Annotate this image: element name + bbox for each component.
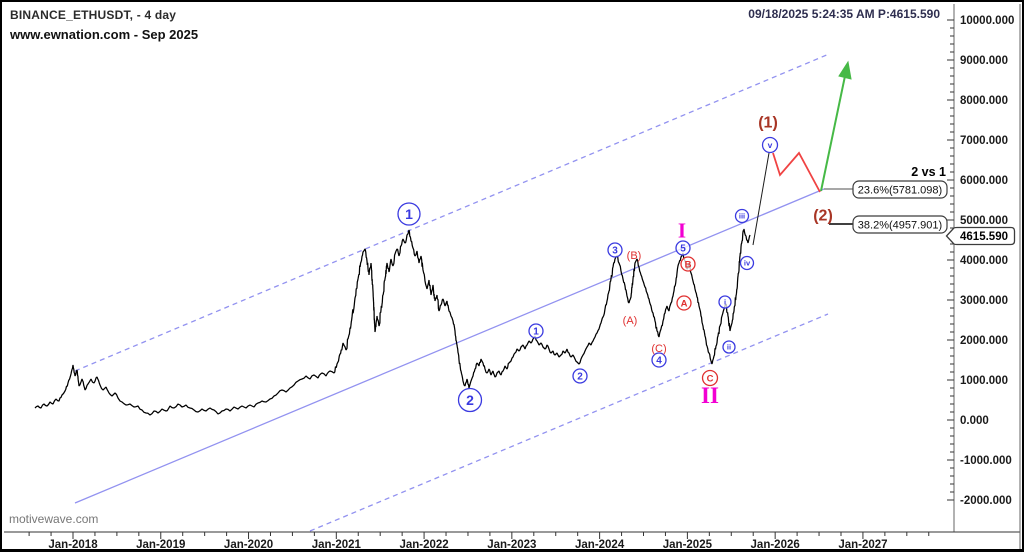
current-price-badge xyxy=(945,226,1016,246)
wave-primary-2-label: 2 xyxy=(577,372,583,383)
wave-circ-A[interactable] xyxy=(676,295,692,311)
price-axis-label: 10000.000 xyxy=(960,15,1014,27)
wave-circ-C[interactable] xyxy=(701,369,719,387)
price-axis-label: 2000.000 xyxy=(960,335,1008,347)
channel-upper-dashed[interactable] xyxy=(74,53,830,372)
wave-primary-proj-2[interactable]: (2) xyxy=(813,208,833,225)
wave-minute-v[interactable] xyxy=(761,136,779,154)
wave-minor-A[interactable]: (A) xyxy=(623,315,638,327)
wave-intermediate-I[interactable]: I xyxy=(678,218,686,242)
wave-intermediate-II[interactable]: II xyxy=(701,383,719,408)
price-axis-label: 3000.000 xyxy=(960,295,1008,307)
wave-circ-B-label: B xyxy=(685,259,692,270)
time-axis-label: Jan-2027 xyxy=(838,539,887,551)
wave-primary-2[interactable] xyxy=(572,368,588,384)
wave-circ-A-label: A xyxy=(681,298,688,309)
price-axis-label: 8000.000 xyxy=(960,95,1008,107)
ratio-label[interactable]: 2 vs 1 xyxy=(911,165,946,179)
wave-cycle-2[interactable] xyxy=(457,387,483,413)
time-axis[interactable]: Jan-2018 Jan-2019 Jan-2020 Jan-2021 Jan-2022… xyxy=(28,532,930,551)
time-axis-label: Jan-2019 xyxy=(136,539,185,551)
time-axis-label: Jan-2018 xyxy=(48,539,98,551)
corrective-zigzag-projection[interactable] xyxy=(772,151,821,193)
channel-mid-solid[interactable] xyxy=(74,188,825,504)
channel-lower-dashed[interactable] xyxy=(309,313,829,532)
time-axis-label: Jan-2024 xyxy=(575,539,625,551)
wave-minute-iii[interactable] xyxy=(734,208,750,224)
wave-primary-3[interactable] xyxy=(607,242,623,258)
wave-minor-B[interactable]: (B) xyxy=(627,250,642,262)
wave-circ-C-label: C xyxy=(707,373,714,384)
wave-primary-5[interactable] xyxy=(675,240,691,256)
fib-level-label: 23.6%(5781.098) xyxy=(858,185,942,197)
wave-v-projection-line[interactable] xyxy=(752,152,770,246)
wave-circ-B[interactable] xyxy=(680,256,696,272)
wave-cycle-2-label: 2 xyxy=(466,392,474,408)
price-axis[interactable]: 10000.000 9000.000 8000.000 7000.000 6000.00… xyxy=(947,15,1014,507)
wave-minute-i[interactable] xyxy=(718,295,732,309)
price-axis-label: 6000.000 xyxy=(960,175,1008,187)
fib-level-label: 38.2%(4957.901) xyxy=(858,220,942,232)
site-subtitle: www.ewnation.com - Sep 2025 xyxy=(10,27,199,42)
price-axis-label: -1000.000 xyxy=(960,455,1012,467)
fib-level-box[interactable] xyxy=(852,180,948,199)
time-axis-label: Jan-2025 xyxy=(663,539,713,551)
price-axis-label: 5000.000 xyxy=(960,215,1008,227)
price-axis-label: 4000.000 xyxy=(960,255,1008,267)
price-line xyxy=(34,228,751,416)
wave-primary-4-label: 4 xyxy=(656,356,662,367)
wave-minute-iv[interactable] xyxy=(739,255,755,271)
symbol-title: BINANCE_ETHUSDT, - 4 day xyxy=(10,8,177,22)
time-axis-label: Jan-2020 xyxy=(224,539,273,551)
motivewave-watermark: motivewave.com xyxy=(9,512,99,526)
timestamp-price-readout: 09/18/2025 5:24:35 AM P:4615.590 xyxy=(748,7,940,21)
wave-minute-ii[interactable] xyxy=(722,340,736,354)
wave-primary-5-label: 5 xyxy=(680,244,686,255)
wave-minute-iv-label: iv xyxy=(744,259,751,268)
price-axis-label: -2000.000 xyxy=(960,495,1012,507)
wave-cycle-1-label: 1 xyxy=(405,206,413,222)
bullish-projection-arrow[interactable] xyxy=(820,75,846,192)
time-axis-label: Jan-2026 xyxy=(751,539,800,551)
price-axis-label: 9000.000 xyxy=(960,55,1008,67)
wave-cycle-1[interactable] xyxy=(397,202,421,226)
wave-primary-1[interactable] xyxy=(528,323,544,339)
time-axis-label: Jan-2023 xyxy=(487,539,536,551)
wave-primary-1-label: 1 xyxy=(533,327,539,338)
wave-minute-i-label: i xyxy=(724,298,726,307)
fib-level-box[interactable] xyxy=(852,215,948,234)
current-price-badge-label: 4615.590 xyxy=(960,231,1008,243)
wave-primary-4[interactable] xyxy=(651,352,667,368)
wave-minor-C[interactable]: (C) xyxy=(651,343,666,355)
wave-minute-v-label: v xyxy=(768,140,773,150)
price-axis-label: 0.000 xyxy=(960,415,989,427)
wave-primary-proj-1[interactable]: (1) xyxy=(758,115,778,132)
wave-primary-3-label: 3 xyxy=(612,246,618,257)
price-axis-label: 7000.000 xyxy=(960,135,1008,147)
price-axis-label: 1000.000 xyxy=(960,375,1008,387)
time-axis-label: Jan-2021 xyxy=(312,539,362,551)
bullish-projection-arrowhead xyxy=(838,60,852,80)
time-axis-label: Jan-2022 xyxy=(399,539,448,551)
wave-minute-iii-label: iii xyxy=(739,212,745,221)
wave-minute-ii-label: ii xyxy=(727,343,731,352)
